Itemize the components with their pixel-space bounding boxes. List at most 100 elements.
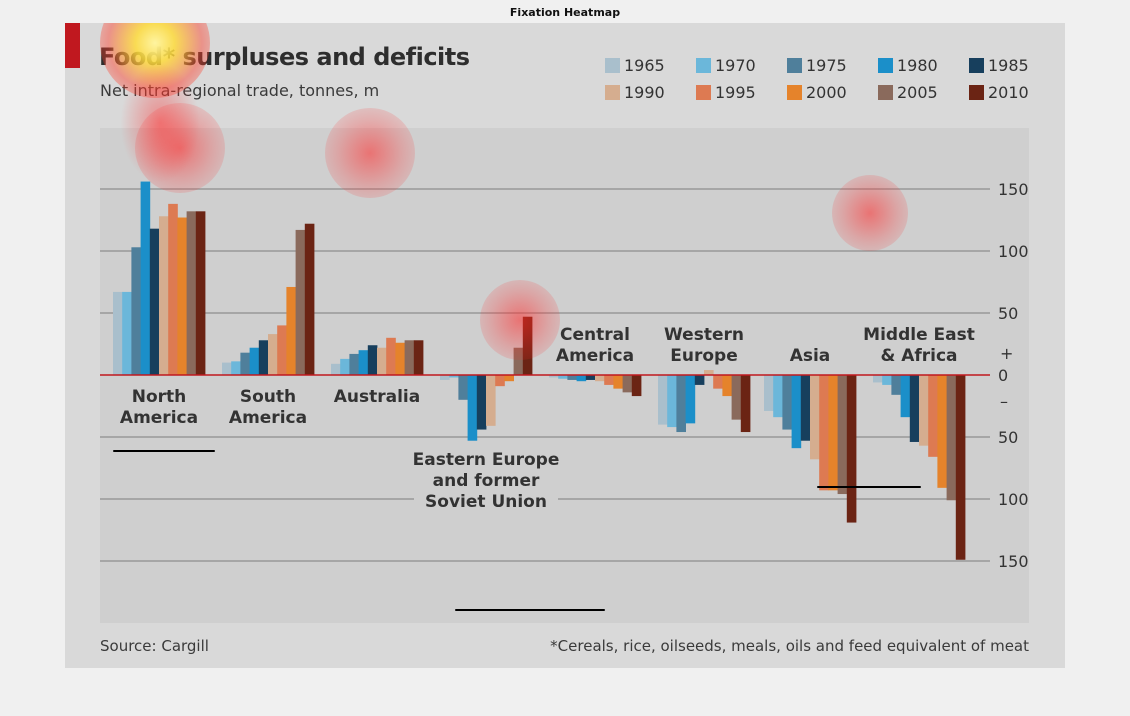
underline-mark	[817, 486, 921, 488]
bar-1985	[258, 340, 269, 375]
bar-1970	[340, 358, 350, 375]
bar-1970	[558, 375, 568, 379]
legend-swatch	[696, 85, 711, 100]
category-label: South	[240, 387, 296, 407]
category-label: Western	[664, 325, 744, 345]
legend-swatch	[605, 85, 620, 100]
legend-item: 1965	[605, 56, 665, 75]
y-tick-label: 150	[998, 180, 1029, 199]
category-label: North	[132, 387, 187, 407]
bar-1995	[928, 375, 938, 457]
legend-swatch	[878, 85, 893, 100]
bar-2010	[195, 211, 206, 375]
bar-2005	[946, 375, 957, 501]
legend-swatch	[787, 58, 802, 73]
bar-2005	[186, 211, 197, 375]
figure-title: Fixation Heatmap	[509, 6, 621, 19]
bar-2010	[740, 375, 751, 433]
legend-swatch	[787, 85, 802, 100]
category-label: Asia	[790, 346, 831, 366]
bar-1985	[800, 375, 811, 441]
legend-label: 1985	[988, 56, 1029, 75]
legend-label: 1995	[715, 83, 756, 102]
bar-2005	[837, 375, 848, 495]
bar-2000	[828, 375, 838, 491]
bar-1970	[231, 361, 241, 375]
y-minus-sign: –	[1000, 392, 1008, 411]
bar-1990	[486, 375, 496, 426]
brand-tab	[65, 23, 80, 68]
bar-1980	[576, 375, 587, 382]
bar-1990	[377, 347, 387, 375]
bar-2000	[937, 375, 947, 488]
bar-1980	[791, 375, 802, 449]
bar-2000	[613, 375, 623, 389]
legend-item: 1970	[696, 56, 756, 75]
bar-1990	[704, 370, 714, 375]
bar-1970	[773, 375, 783, 418]
bar-1990	[919, 375, 929, 446]
bar-1985	[149, 228, 160, 375]
bar-2000	[504, 375, 514, 382]
legend-item: 1990	[605, 83, 665, 102]
bar-2005	[404, 340, 415, 375]
category-label: Soviet Union	[425, 492, 547, 512]
bar-1990	[810, 375, 820, 460]
bar-1975	[349, 353, 359, 375]
y-tick-label: 150	[998, 552, 1029, 571]
bar-2000	[286, 286, 296, 375]
legend-label: 1980	[897, 56, 938, 75]
source-note: Source: Cargill	[100, 637, 209, 655]
bar-1975	[567, 375, 577, 380]
bar-1995	[277, 325, 287, 375]
bar-1975	[891, 375, 901, 395]
bar-2005	[295, 229, 306, 375]
legend-swatch	[969, 85, 984, 100]
bar-1985	[585, 375, 596, 380]
bar-2000	[177, 217, 187, 375]
chart-svg: 15010050050100150+–NorthAmericaSouthAmer…	[100, 180, 1029, 571]
plot-area: 150 100 50 0 50 100 150 + – North America South Amer…	[100, 128, 1029, 623]
bar-1965	[113, 291, 123, 375]
y-plus-sign: +	[1000, 344, 1013, 363]
bar-1990	[268, 334, 278, 375]
legend-label: 1975	[806, 56, 847, 75]
category-label: and former	[433, 471, 540, 491]
category-label: Europe	[670, 346, 737, 366]
legend-item: 1975	[787, 56, 847, 75]
chart-panel: Food* surpluses and deficits Net intra-r…	[65, 23, 1065, 668]
bar-1975	[676, 375, 686, 433]
bar-1985	[694, 375, 705, 385]
legend-swatch	[969, 58, 984, 73]
bar-1980	[358, 350, 369, 375]
category-label-bg	[414, 445, 558, 514]
bar-2010	[413, 340, 424, 375]
underline-mark	[455, 609, 605, 611]
bar-2010	[304, 223, 315, 375]
legend-label: 2000	[806, 83, 847, 102]
bar-1990	[159, 216, 169, 375]
bar-1995	[386, 337, 396, 375]
category-label: Australia	[334, 387, 421, 407]
category-label: Central	[560, 325, 630, 345]
bar-1990	[595, 375, 605, 382]
bar-2010	[522, 316, 533, 375]
y-tick-label: 100	[998, 490, 1029, 509]
bar-1975	[240, 352, 250, 375]
chart-title: Food* surpluses and deficits	[99, 43, 470, 71]
bar-1985	[476, 375, 487, 430]
bar-2010	[846, 375, 857, 523]
legend-label: 1990	[624, 83, 665, 102]
bar-1970	[449, 375, 459, 378]
bar-1965	[222, 362, 232, 375]
bar-1995	[604, 375, 614, 385]
bar-2010	[631, 375, 642, 397]
y-tick-label: 50	[998, 304, 1018, 323]
legend-swatch	[696, 58, 711, 73]
category-label: & Africa	[880, 346, 957, 366]
category-label: America	[229, 408, 307, 428]
y-tick-label: 100	[998, 242, 1029, 261]
underline-mark	[113, 450, 215, 452]
legend-swatch	[605, 58, 620, 73]
bar-1995	[168, 203, 178, 375]
